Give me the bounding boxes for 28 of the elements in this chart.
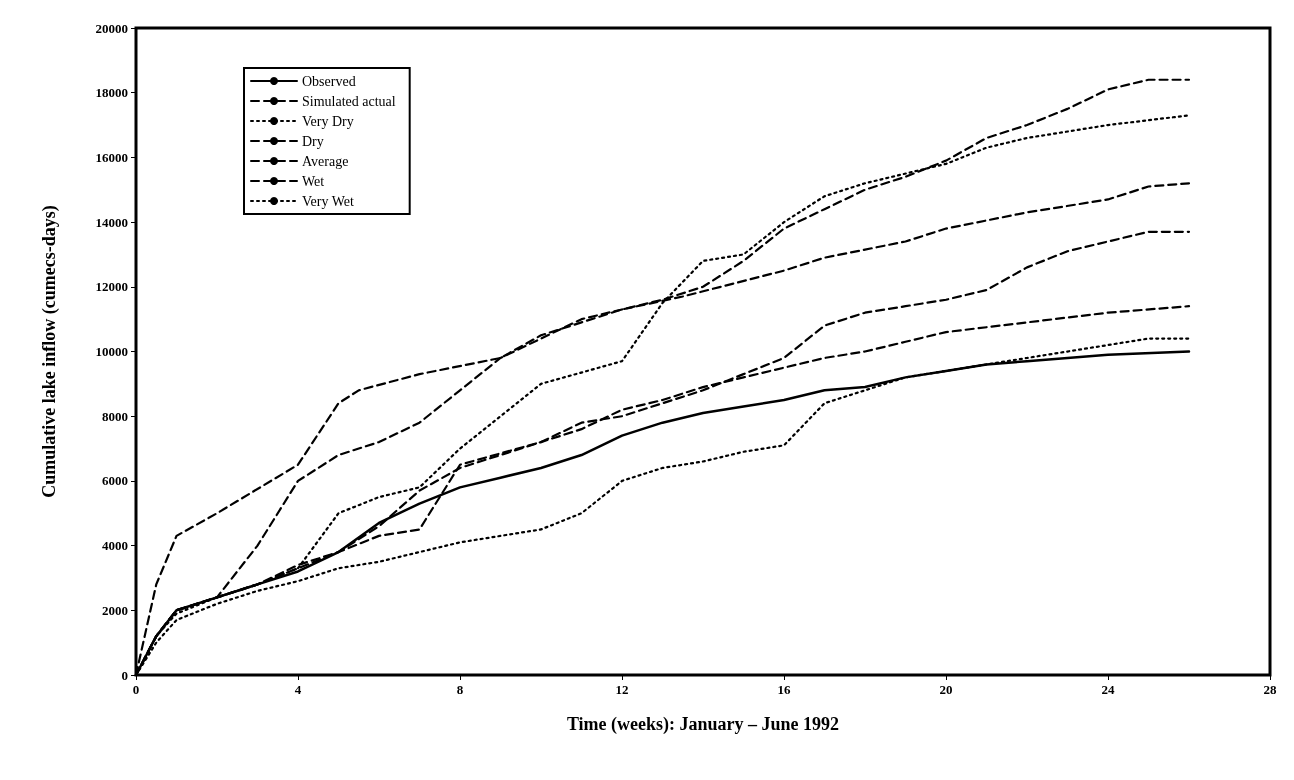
legend-label: Wet	[302, 173, 325, 189]
x-axis-title: Time (weeks): January – June 1992	[566, 714, 840, 735]
x-tick-label: 16	[777, 682, 791, 697]
y-tick-label: 18000	[95, 85, 128, 101]
legend-label: Average	[302, 153, 349, 169]
legend-label: Dry	[302, 133, 324, 149]
legend-label: Very Dry	[302, 113, 354, 129]
x-tick-label: 24	[1101, 682, 1115, 697]
y-tick-label: 2000	[102, 602, 128, 618]
y-tick-label: 4000	[102, 538, 128, 554]
x-tick-label: 28	[1263, 682, 1277, 697]
legend-label: Observed	[302, 73, 356, 89]
x-tick-label: 8	[456, 682, 464, 697]
x-tick-label: 0	[132, 682, 140, 697]
y-tick-label: 0	[121, 667, 128, 683]
x-tick-label: 4	[294, 682, 302, 697]
legend-label: Very Wet	[302, 193, 354, 209]
x-tick-label: 20	[939, 682, 953, 697]
x-tick-label: 12	[615, 682, 629, 697]
y-tick-label: 16000	[95, 149, 128, 165]
y-tick-label: 20000	[95, 20, 128, 36]
y-tick-label: 6000	[102, 473, 128, 489]
y-axis-title: Cumulative lake inflow (cumecs-days)	[39, 205, 60, 498]
y-tick-label: 8000	[102, 408, 128, 424]
y-tick-label: 12000	[95, 279, 128, 295]
y-tick-label: 10000	[95, 344, 128, 359]
legend-label: Simulated actual	[302, 93, 396, 109]
y-tick-label: 14000	[95, 214, 128, 230]
